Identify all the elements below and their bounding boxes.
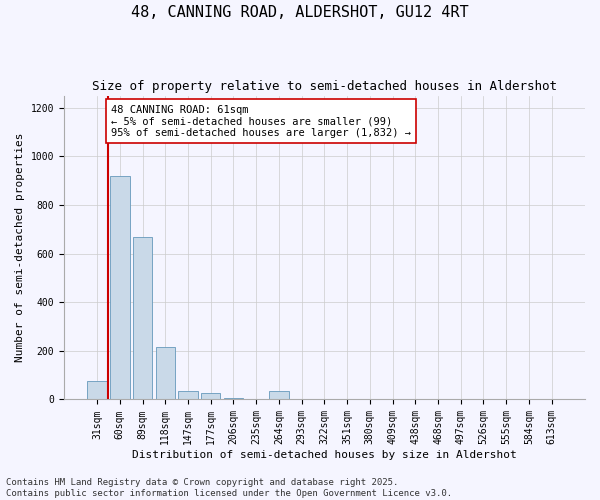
Bar bbox=[110, 176, 130, 400]
Bar bbox=[178, 391, 197, 400]
Text: 48 CANNING ROAD: 61sqm
← 5% of semi-detached houses are smaller (99)
95% of semi: 48 CANNING ROAD: 61sqm ← 5% of semi-deta… bbox=[111, 104, 411, 138]
Bar bbox=[224, 398, 243, 400]
Y-axis label: Number of semi-detached properties: Number of semi-detached properties bbox=[15, 133, 25, 362]
Bar bbox=[155, 347, 175, 400]
Bar bbox=[133, 236, 152, 400]
Bar bbox=[269, 391, 289, 400]
Text: 48, CANNING ROAD, ALDERSHOT, GU12 4RT: 48, CANNING ROAD, ALDERSHOT, GU12 4RT bbox=[131, 5, 469, 20]
X-axis label: Distribution of semi-detached houses by size in Aldershot: Distribution of semi-detached houses by … bbox=[132, 450, 517, 460]
Bar bbox=[88, 381, 107, 400]
Text: Contains HM Land Registry data © Crown copyright and database right 2025.
Contai: Contains HM Land Registry data © Crown c… bbox=[6, 478, 452, 498]
Bar bbox=[201, 394, 220, 400]
Title: Size of property relative to semi-detached houses in Aldershot: Size of property relative to semi-detach… bbox=[92, 80, 557, 93]
